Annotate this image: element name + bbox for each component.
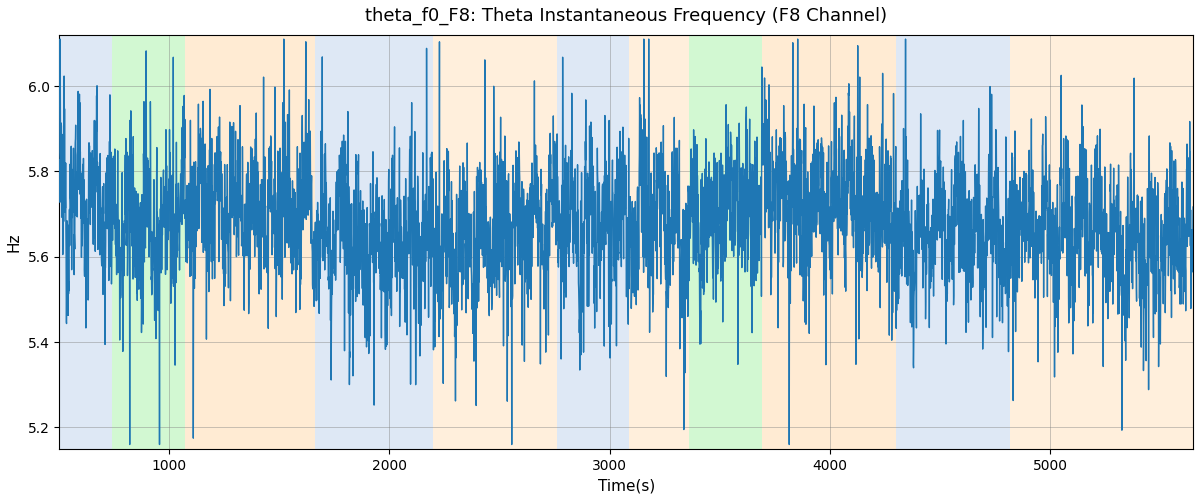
Bar — [630, 35, 689, 449]
Bar — [557, 35, 630, 449]
Bar — [185, 35, 314, 449]
Bar — [689, 35, 762, 449]
Bar — [112, 35, 185, 449]
Bar — [762, 35, 896, 449]
Bar — [59, 35, 112, 449]
Bar — [1010, 35, 1193, 449]
Y-axis label: Hz: Hz — [7, 232, 22, 252]
Title: theta_f0_F8: Theta Instantaneous Frequency (F8 Channel): theta_f0_F8: Theta Instantaneous Frequen… — [365, 7, 887, 25]
Bar — [433, 35, 557, 449]
X-axis label: Time(s): Time(s) — [598, 478, 655, 493]
Bar — [896, 35, 1010, 449]
Bar — [314, 35, 433, 449]
